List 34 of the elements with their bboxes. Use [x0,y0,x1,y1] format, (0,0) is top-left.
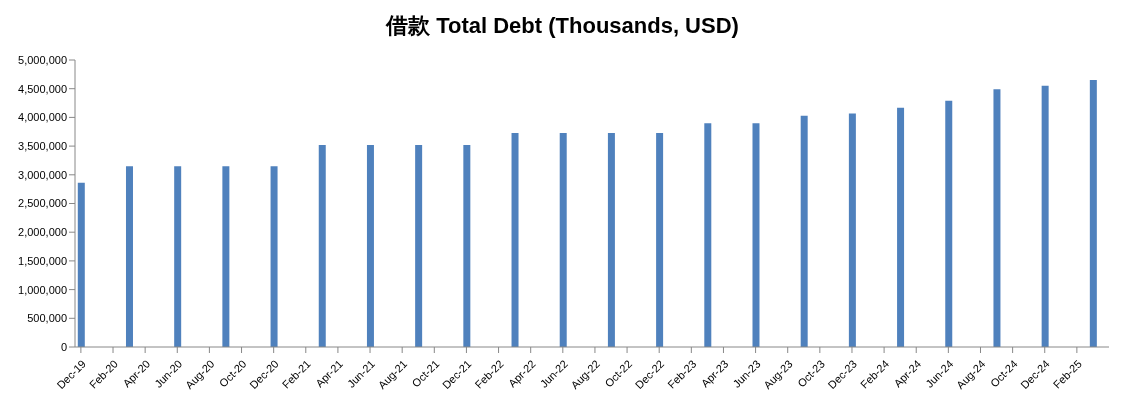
bar [800,115,808,347]
bar [1089,80,1097,347]
bar [222,166,230,347]
bar [704,123,712,347]
y-tick-label: 3,000,000 [18,168,67,181]
bar [77,182,85,347]
bar [1041,85,1049,347]
y-tick-label: 0 [60,340,67,353]
bar [174,166,182,347]
bar [897,107,905,347]
y-tick-label: 3,500,000 [18,140,67,153]
y-tick-label: 4,500,000 [18,82,67,95]
chart-title: 借款 Total Debt (Thousands, USD) [384,12,740,40]
y-tick-label: 1,000,000 [18,283,67,296]
bar [945,100,953,347]
bar [270,166,278,347]
bar [463,144,471,347]
bar [318,144,326,347]
bar [607,132,615,347]
y-tick-label: 500,000 [27,312,67,325]
bar [752,123,760,347]
y-tick-label: 1,500,000 [18,254,67,267]
bar [848,113,856,347]
bar [511,132,519,347]
bar [656,132,664,347]
y-tick-label: 2,000,000 [18,226,67,239]
y-tick-label: 2,500,000 [18,197,67,210]
bar [366,144,374,347]
bar [993,89,1001,347]
bar [415,144,423,347]
bar [125,166,133,347]
y-tick-label: 5,000,000 [18,53,67,66]
y-tick-label: 4,000,000 [18,111,67,124]
bar [559,132,567,347]
